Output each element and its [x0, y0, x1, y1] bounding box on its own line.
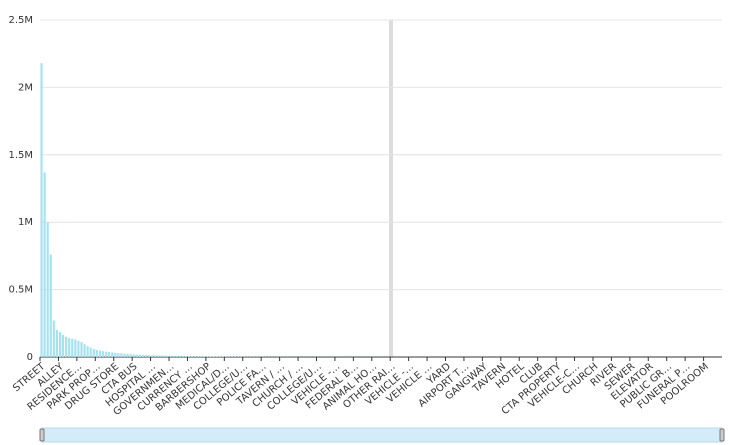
bar [175, 355, 178, 357]
bar [89, 347, 92, 357]
bar [117, 353, 120, 357]
bar [141, 354, 144, 357]
bar [68, 338, 71, 357]
bar [187, 356, 191, 357]
bar [160, 355, 163, 357]
bar [132, 354, 135, 357]
bar [95, 349, 98, 357]
bar [200, 356, 203, 357]
bar [157, 355, 160, 357]
bar [92, 348, 95, 357]
bar [129, 354, 132, 357]
bar [154, 355, 157, 357]
y-tick-label: 1M [18, 217, 33, 228]
zoom-handle[interactable] [719, 428, 725, 442]
bar [114, 352, 117, 357]
bar [108, 352, 111, 357]
bar [58, 332, 62, 357]
y-tick-label: 2.5M [8, 15, 33, 26]
bar [46, 222, 49, 357]
bar [49, 254, 52, 357]
bar [190, 356, 194, 357]
bar [111, 352, 114, 357]
y-tick-label: 1.5M [8, 150, 33, 161]
bar [86, 346, 89, 357]
bar [184, 356, 187, 357]
bar [61, 334, 65, 357]
bar [80, 342, 83, 357]
hover-indicator [389, 20, 393, 357]
bar [172, 355, 175, 357]
bar [71, 338, 74, 357]
bar [104, 351, 108, 357]
bar [209, 356, 212, 357]
bar [101, 351, 105, 357]
zoom-slider[interactable] [39, 427, 725, 443]
bar [206, 356, 209, 357]
bar [163, 355, 166, 357]
bar [151, 355, 154, 357]
bar [52, 320, 55, 357]
bar [55, 330, 58, 357]
bar [43, 172, 46, 357]
bar [169, 355, 172, 357]
bar [40, 63, 43, 358]
bar [74, 339, 77, 357]
bar [147, 355, 151, 357]
zoom-range[interactable] [41, 427, 723, 443]
bar [120, 353, 123, 357]
y-tick-label: 2M [18, 82, 33, 93]
bar [181, 356, 184, 357]
bar [98, 350, 101, 357]
bar [138, 354, 141, 357]
bar [203, 356, 206, 357]
bar [135, 354, 138, 357]
y-tick-label: 0 [27, 352, 33, 363]
bar [144, 354, 148, 357]
bar [123, 353, 126, 357]
bar [197, 356, 200, 357]
bar [65, 336, 68, 357]
bar [126, 353, 129, 357]
zoom-handle[interactable] [39, 428, 45, 442]
bar [194, 356, 197, 357]
bar [83, 344, 86, 357]
bar [166, 355, 169, 357]
bar [77, 340, 80, 357]
bar [178, 355, 181, 357]
y-tick-label: 0.5M [8, 285, 33, 296]
